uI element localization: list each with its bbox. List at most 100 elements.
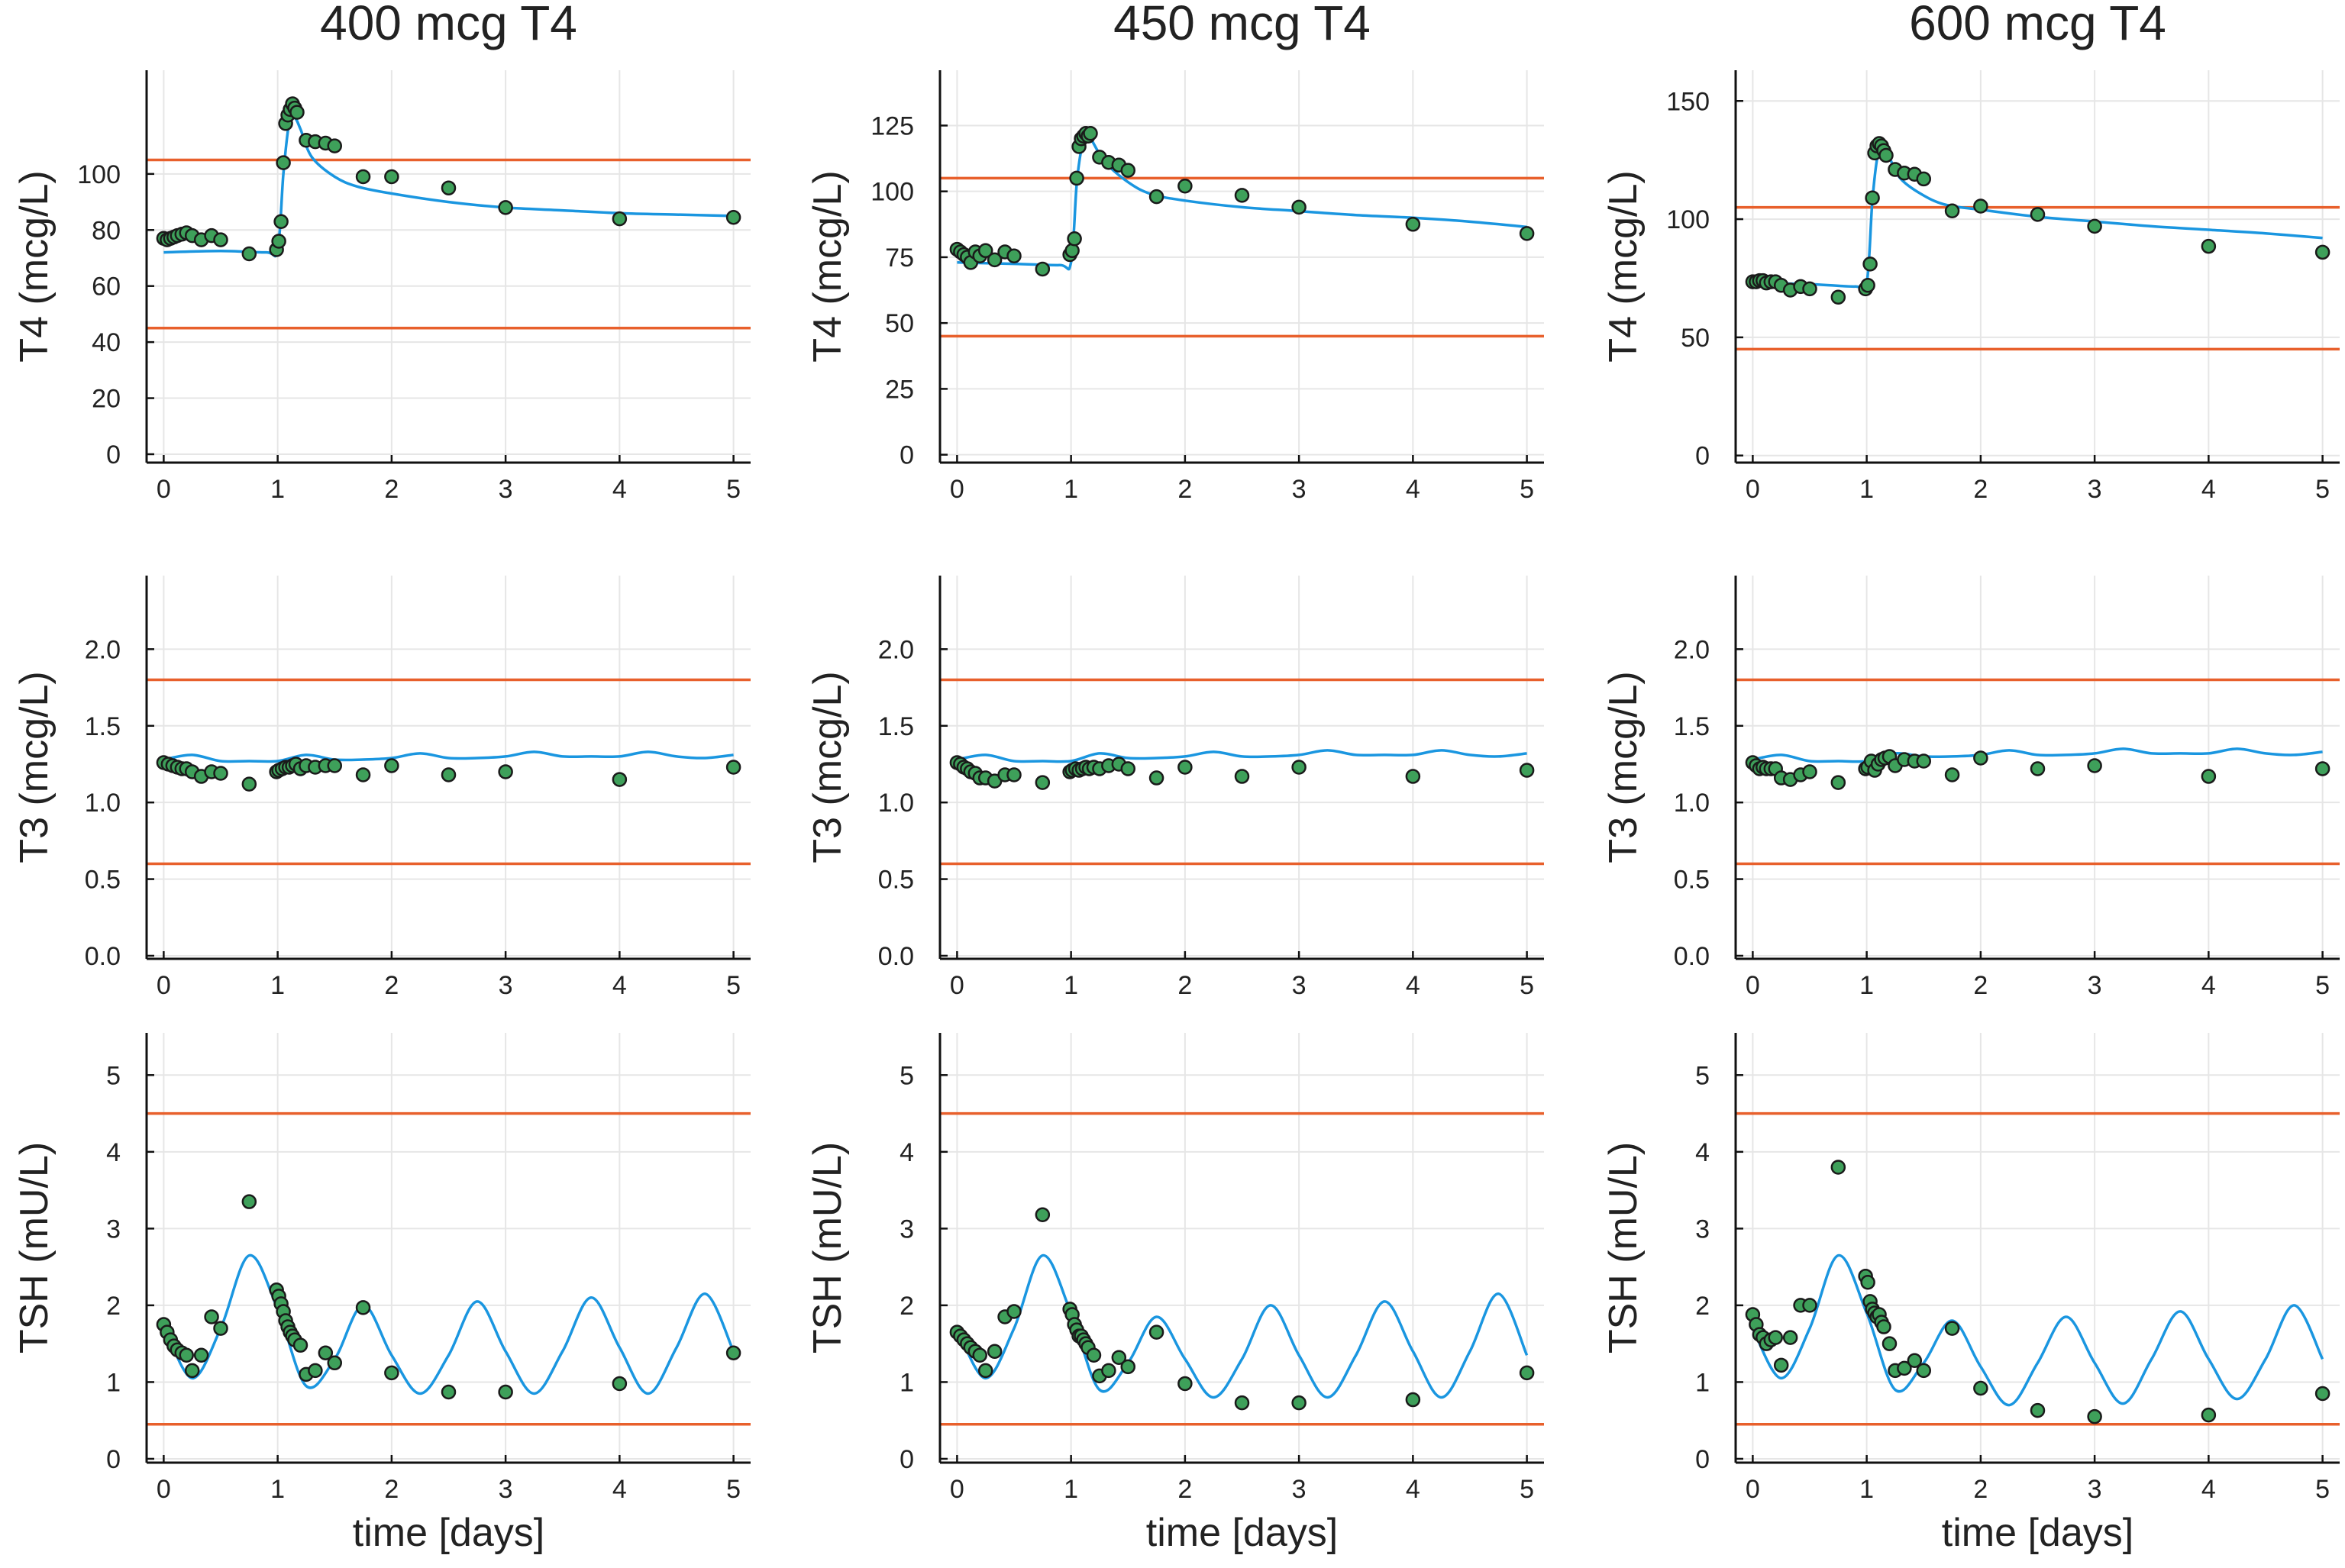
panel-title: 400 mcg T4	[320, 0, 577, 50]
data-point	[1234, 1395, 1250, 1411]
x-tick-label: 1	[270, 1475, 285, 1504]
data-point	[184, 1363, 200, 1379]
data-point	[2087, 1408, 2102, 1424]
y-tick-label: 100	[1666, 205, 1710, 234]
data-point	[2030, 1402, 2046, 1418]
data-point	[1064, 243, 1080, 259]
data-point	[2314, 761, 2330, 776]
y-tick-label: 0.5	[85, 866, 121, 895]
model-curve	[955, 1253, 1529, 1399]
data-point	[1519, 763, 1535, 778]
data-point	[204, 1309, 219, 1324]
y-tick-label: 1	[1695, 1368, 1710, 1397]
y-tick-label: 75	[885, 244, 914, 273]
x-tick-label: 3	[2088, 475, 2102, 504]
model-curve	[957, 749, 1527, 763]
data-point	[213, 1321, 228, 1336]
data-point	[987, 252, 1003, 268]
data-point	[1973, 750, 1988, 766]
data-point	[213, 766, 228, 781]
data-point	[441, 180, 457, 195]
data-point	[1035, 1207, 1051, 1223]
data-point	[179, 1347, 194, 1363]
data-point	[213, 232, 228, 247]
data-point	[441, 1384, 457, 1400]
data-point	[498, 764, 513, 779]
data-point	[292, 1337, 308, 1353]
y-axis-label: T4 (mcg/L)	[1601, 170, 1646, 362]
data-point	[1120, 1359, 1136, 1375]
data-point	[612, 211, 628, 227]
data-point	[725, 760, 741, 775]
x-tick-label: 2	[1973, 475, 1988, 504]
data-point	[1881, 1336, 1898, 1351]
x-tick-label: 5	[1520, 1475, 1534, 1504]
x-tick-label: 3	[499, 1475, 513, 1504]
y-tick-label: 1.5	[1674, 712, 1710, 741]
data-point	[1067, 231, 1082, 247]
data-point	[725, 210, 741, 225]
data-point	[725, 1345, 741, 1360]
y-tick-label: 0	[1695, 442, 1710, 471]
data-point	[1802, 1298, 1817, 1313]
data-point	[1907, 1353, 1923, 1369]
data-point	[384, 758, 399, 773]
panel-t3-400: 0 1 2 3 4 5 0.0 0.5 1.0 1.5 2.0 T3 (mcg/L)	[12, 576, 751, 1000]
x-tick-label: 4	[1406, 1475, 1420, 1504]
data-point	[1830, 1160, 1846, 1175]
x-tick-label: 0	[157, 475, 171, 504]
x-tick-label: 5	[1520, 475, 1534, 504]
y-tick-label: 1.0	[878, 789, 914, 818]
x-tick-label: 0	[950, 1475, 964, 1504]
x-tick-label: 1	[270, 971, 285, 1000]
data-point	[1086, 1347, 1102, 1363]
data-point	[384, 169, 399, 185]
data-point	[327, 758, 343, 773]
data-point	[1860, 1274, 1875, 1290]
data-point	[1035, 775, 1051, 790]
x-tick-label: 1	[1064, 1475, 1078, 1504]
data-point	[1876, 1319, 1891, 1334]
data-point	[193, 1347, 209, 1363]
data-point	[1291, 1395, 1307, 1411]
data-point	[271, 234, 286, 249]
x-tick-label: 5	[726, 475, 741, 504]
y-tick-label: 0.5	[1674, 866, 1710, 895]
data-point	[241, 776, 257, 792]
data-point	[1519, 226, 1535, 241]
data-point	[977, 243, 993, 259]
data-point	[1865, 190, 1880, 205]
data-point	[1944, 1321, 1960, 1336]
x-tick-label: 2	[1973, 1475, 1988, 1504]
y-axis-label: T3 (mcg/L)	[12, 671, 57, 863]
x-tick-label: 2	[384, 475, 399, 504]
data-point	[318, 1345, 334, 1360]
data-point	[1916, 753, 1932, 769]
model-curve	[163, 750, 734, 763]
data-point	[612, 1376, 628, 1392]
x-tick-label: 1	[1859, 475, 1874, 504]
data-point	[1101, 1363, 1116, 1379]
x-tick-label: 3	[2088, 971, 2102, 1000]
y-tick-label: 100	[870, 178, 914, 207]
data-point	[355, 1300, 371, 1315]
data-point	[1148, 770, 1164, 786]
y-axis-label: T4 (mcg/L)	[806, 170, 850, 362]
y-tick-label: 0	[900, 1445, 914, 1474]
x-tick-label: 5	[2315, 1475, 2330, 1504]
y-tick-label: 3	[1695, 1215, 1710, 1244]
x-tick-label: 0	[157, 971, 171, 1000]
data-point	[2314, 1386, 2330, 1402]
data-point	[2030, 207, 2046, 222]
data-point	[2030, 761, 2046, 776]
y-tick-label: 0.0	[1674, 942, 1710, 971]
y-tick-label: 40	[92, 328, 121, 357]
data-point	[1944, 767, 1960, 782]
x-tick-label: 0	[1746, 1475, 1760, 1504]
y-axis-label: T3 (mcg/L)	[806, 671, 850, 863]
data-point	[2201, 238, 2217, 254]
x-tick-label: 4	[2201, 971, 2216, 1000]
data-point	[2314, 244, 2330, 260]
model-curve	[162, 1253, 735, 1395]
x-tick-label: 0	[1746, 475, 1760, 504]
